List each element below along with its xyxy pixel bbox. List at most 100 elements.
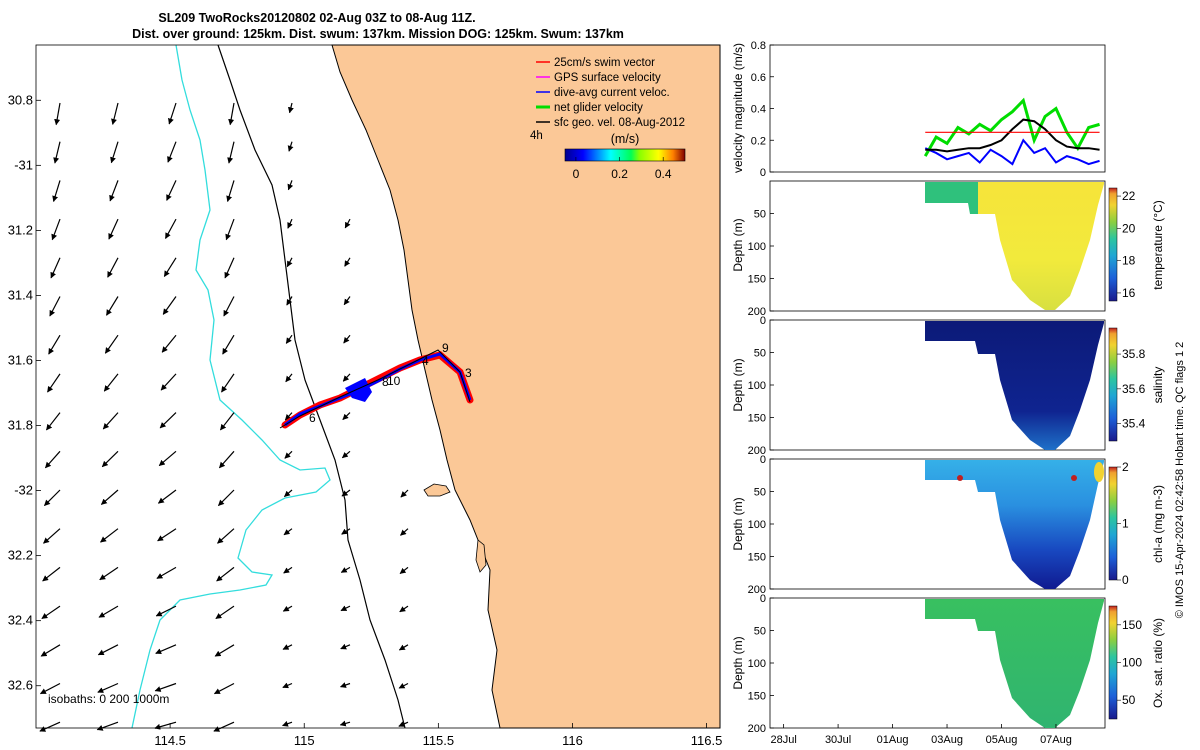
salinity-ylabel: Depth (m) xyxy=(731,358,745,411)
time-axis: 28Jul 30Jul 01Aug 03Aug 05Aug 07Aug xyxy=(770,724,1072,746)
colorbar-tick-label: 0 xyxy=(573,167,580,181)
time-tick-label: 03Aug xyxy=(931,734,963,746)
velocity-vector xyxy=(110,141,119,164)
oxygen-colorbar-ticks: 50 100 150 xyxy=(1117,618,1142,707)
velocity-vector xyxy=(158,450,177,467)
velocity-vector xyxy=(287,102,294,114)
salinity-colorbar-label: salinity xyxy=(1151,367,1165,404)
velocity-vector xyxy=(340,643,351,650)
velocity-vector xyxy=(398,721,409,727)
velocity-vector xyxy=(41,605,61,620)
velocity-vector xyxy=(342,373,351,382)
velocity-vector xyxy=(103,373,119,392)
velocity-vector xyxy=(154,721,177,730)
depth-tick-label: 50 xyxy=(754,626,766,638)
isobath-200m xyxy=(217,44,406,729)
velocity-vector xyxy=(216,566,235,582)
current-vectors-track xyxy=(284,352,472,427)
velocity-vector xyxy=(341,489,351,497)
depth-tick-label: 150 xyxy=(748,691,766,703)
velocity-vector xyxy=(43,528,61,544)
chlorophyll-axes: 0 50 100 150 200 xyxy=(748,454,774,596)
colorbar-tick-label: 50 xyxy=(1122,693,1136,707)
map-y-tick-label: -31 xyxy=(14,157,33,172)
map-panel: 9 4 3 8 10 6 25cm/s swim vector GPS surf… xyxy=(8,44,723,748)
velocity-vector xyxy=(54,102,61,126)
salinity-axes: 0 50 100 150 200 xyxy=(748,315,774,457)
chlorophyll-colorbar xyxy=(1108,466,1118,581)
oxygen-panel: 0 50 100 150 200 Depth (m) 50 100 150 Ox. sat.… xyxy=(731,593,1165,735)
velocity-vector xyxy=(282,605,293,612)
oxygen-field xyxy=(925,599,1104,728)
velocity-vector xyxy=(44,450,61,469)
temperature-colorbar-label: temperature (°C) xyxy=(1151,200,1165,290)
velocity-vector xyxy=(97,682,119,693)
colorbar-tick-label: 100 xyxy=(1122,656,1142,670)
velocity-ylabel: velocity magnitude (m/s) xyxy=(731,43,745,173)
track-label-10: 10 xyxy=(387,374,401,388)
temperature-axes: 50 100 150 200 xyxy=(748,209,774,318)
map-x-tick-label: 114.5 xyxy=(154,733,186,748)
velocity-vector xyxy=(287,141,294,152)
velocity-y-tick-label: 0.8 xyxy=(751,40,766,52)
map-land xyxy=(331,44,721,729)
velocity-vector xyxy=(287,218,293,229)
velocity-y-tick-label: 0.6 xyxy=(751,72,766,84)
velocity-vector xyxy=(49,296,61,317)
temperature-colorbar-ticks: 16 18 20 22 xyxy=(1117,189,1136,300)
chlorophyll-high-spot xyxy=(957,475,963,481)
velocity-vector xyxy=(340,682,351,688)
velocity-vector xyxy=(100,489,119,505)
velocity-vector xyxy=(224,257,235,279)
velocity-vector xyxy=(222,334,235,355)
velocity-vector xyxy=(154,682,177,692)
map-y-tick-label: 30.8 xyxy=(8,92,33,107)
velocity-vector xyxy=(286,296,293,306)
velocity-vector xyxy=(282,682,293,689)
salinity-field xyxy=(925,321,1104,450)
figure-title-line2: Dist. over ground: 125km. Dist. swum: 13… xyxy=(132,27,624,41)
colorbar-tick-label: 18 xyxy=(1122,254,1136,268)
chlorophyll-high-spot xyxy=(1071,475,1077,481)
velocity-vector xyxy=(157,489,177,504)
map-legend: 25cm/s swim vector GPS surface velocity … xyxy=(530,57,686,181)
depth-tick-label: 200 xyxy=(748,723,766,735)
chlorophyll-field xyxy=(925,460,1104,589)
velocity-vector xyxy=(219,412,235,431)
chlorophyll-high-spot xyxy=(1094,462,1104,482)
chlorophyll-ylabel: Depth (m) xyxy=(731,497,745,550)
depth-tick-label: 150 xyxy=(748,413,766,425)
oxygen-ylabel: Depth (m) xyxy=(731,636,745,689)
velocity-vector xyxy=(398,644,409,651)
map-x-tick-label: 116 xyxy=(562,733,583,748)
velocity-y-tick-label: 0 xyxy=(760,167,766,179)
isobath-1000m xyxy=(131,44,331,729)
map-x-tick-label: 116.5 xyxy=(691,733,723,748)
velocity-vector xyxy=(42,566,61,582)
chlorophyll-colorbar-label: chl-a (mg m-3) xyxy=(1151,485,1165,563)
velocity-vector xyxy=(228,102,235,126)
velocity-vector xyxy=(108,218,119,240)
map-x-tick-label: 115.5 xyxy=(423,733,455,748)
chlorophyll-panel: 0 50 100 150 200 Depth (m) 0 1 2 chl-a (mg m-3… xyxy=(731,454,1165,596)
colorbar-tick-label: 150 xyxy=(1122,618,1142,632)
map-y-tick-label: 31.6 xyxy=(8,352,33,367)
velocity-vector xyxy=(39,682,61,695)
velocity-vectors xyxy=(39,102,409,732)
current-vector-cluster xyxy=(345,378,372,402)
velocity-vector xyxy=(53,141,61,164)
velocity-vector xyxy=(214,644,235,657)
track-line xyxy=(279,349,471,429)
velocity-vector xyxy=(47,373,61,393)
velocity-vector xyxy=(160,373,177,391)
velocity-vector xyxy=(168,102,177,125)
colorbar-title: (m/s) xyxy=(611,132,639,146)
velocity-vector xyxy=(284,450,293,459)
temperature-field xyxy=(925,182,1104,310)
velocity-y-tick-label: 0.4 xyxy=(751,104,766,116)
track-label-9: 9 xyxy=(442,341,449,355)
legend-time-label: 4h xyxy=(530,130,543,142)
oxygen-colorbar xyxy=(1108,605,1118,720)
velocity-vector xyxy=(45,412,61,431)
